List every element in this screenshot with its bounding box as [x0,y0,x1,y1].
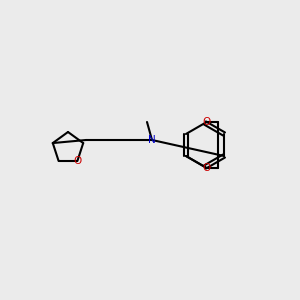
Text: O: O [202,163,211,173]
Text: O: O [73,156,82,166]
Text: O: O [202,117,211,127]
Text: N: N [148,135,156,145]
